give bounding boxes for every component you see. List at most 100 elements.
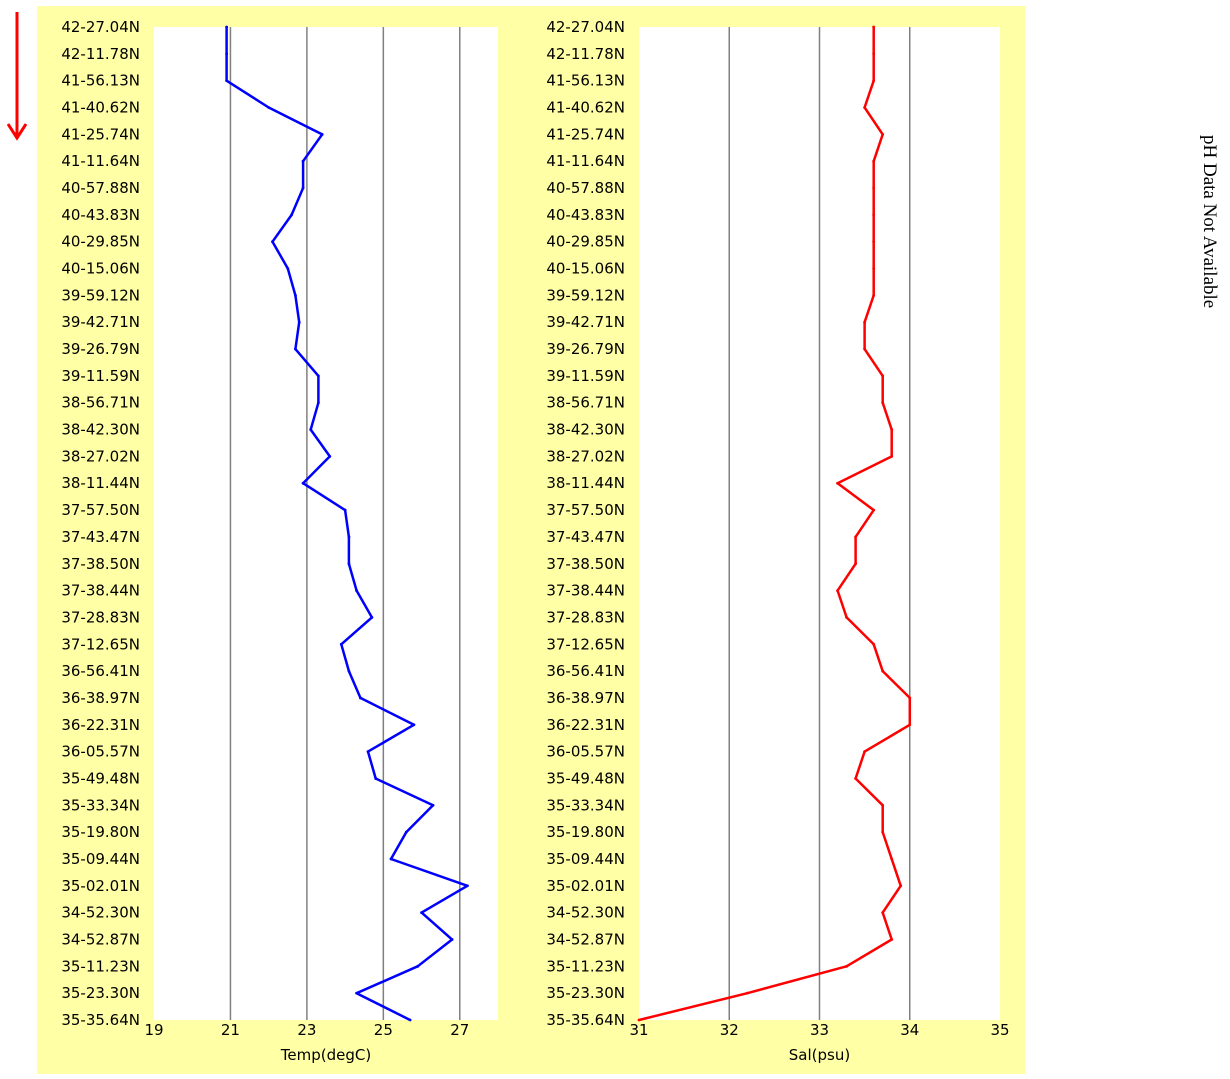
- y-tick-label: 35-49.48N: [546, 769, 625, 787]
- y-tick-label: 41-56.13N: [546, 72, 625, 90]
- y-tick-label: 37-28.83N: [546, 608, 625, 626]
- y-tick-label: 41-11.64N: [546, 152, 625, 170]
- y-tick-label: 41-40.62N: [61, 99, 140, 117]
- y-tick-label: 40-15.06N: [546, 260, 625, 278]
- data-point: [343, 508, 347, 512]
- y-tick-label: 35-09.44N: [61, 850, 140, 868]
- data-point: [316, 374, 320, 378]
- y-tick-label: 35-11.23N: [546, 957, 625, 975]
- y-tick-label: 35-33.34N: [61, 796, 140, 814]
- data-point: [301, 159, 305, 163]
- data-point: [881, 830, 885, 834]
- y-tick-label: 40-43.83N: [61, 206, 140, 224]
- y-tick-label: 36-38.97N: [546, 689, 625, 707]
- data-point: [845, 964, 848, 968]
- data-point: [309, 428, 313, 431]
- y-tick-label: 38-11.44N: [61, 474, 140, 492]
- data-point: [359, 696, 362, 700]
- data-point: [863, 320, 867, 324]
- y-tick-label: 37-12.65N: [61, 635, 140, 653]
- y-tick-label: 35-02.01N: [61, 877, 140, 895]
- data-point: [908, 696, 912, 700]
- y-tick-label: 35-02.01N: [546, 877, 625, 895]
- y-tick-label: 34-52.87N: [546, 930, 625, 948]
- data-point: [745, 991, 749, 995]
- data-point: [416, 964, 420, 968]
- y-tick-label: 41-56.13N: [61, 72, 140, 90]
- data-point: [370, 616, 374, 619]
- salinity-panel: 42-27.04N 42-11.78N 41-56.13N 41-40.62N 41-2…: [546, 18, 1009, 1064]
- data-point: [863, 750, 867, 754]
- y-tick-label: 37-43.47N: [546, 528, 625, 546]
- data-point: [881, 669, 885, 673]
- data-point: [290, 213, 293, 217]
- y-tick-label: 35-33.34N: [546, 796, 625, 814]
- data-point: [854, 535, 857, 539]
- y-tick-label: 37-57.50N: [61, 501, 140, 519]
- data-point: [466, 884, 469, 888]
- y-tick-label: 36-05.57N: [546, 743, 625, 761]
- data-point: [389, 857, 393, 861]
- data-point: [404, 830, 408, 834]
- y-tick-label: 37-43.47N: [61, 528, 140, 546]
- y-tick-label: 42-27.04N: [546, 18, 625, 36]
- data-point: [872, 267, 876, 270]
- y-tick-label: 39-42.71N: [546, 313, 625, 331]
- y-tick-label: 36-56.41N: [61, 662, 140, 680]
- data-point: [872, 52, 876, 56]
- y-tick-label: 34-52.30N: [546, 904, 625, 922]
- data-point: [347, 535, 351, 539]
- data-point: [836, 481, 839, 485]
- data-point: [301, 186, 305, 190]
- temperature-panel: 42-27.04N 42-11.78N 41-56.13N 41-40.62N 41-2…: [61, 18, 498, 1064]
- data-point: [286, 267, 290, 270]
- data-point: [872, 213, 876, 217]
- y-tick-label: 38-27.02N: [546, 447, 625, 465]
- x-tick-label: 27: [450, 1021, 469, 1039]
- y-tick-label: 35-23.30N: [61, 984, 140, 1002]
- y-tick-label: 36-22.31N: [546, 716, 625, 734]
- data-point: [412, 723, 416, 727]
- data-point: [890, 428, 894, 431]
- data-point: [408, 1018, 412, 1022]
- data-point: [890, 857, 894, 861]
- y-tick-label: 38-56.71N: [546, 394, 625, 412]
- data-point: [863, 106, 867, 109]
- data-point: [294, 293, 297, 297]
- y-tick-label: 38-11.44N: [546, 474, 625, 492]
- y-tick-label: 35-19.80N: [61, 823, 140, 841]
- data-point: [355, 991, 358, 995]
- y-tick-label: 36-22.31N: [61, 716, 140, 734]
- red-down-arrow-icon: [6, 12, 28, 141]
- plot-area: [154, 27, 498, 1020]
- x-tick-label: 34: [900, 1021, 919, 1039]
- data-point: [872, 642, 876, 646]
- y-tick-label: 37-12.65N: [546, 635, 625, 653]
- y-tick-label: 37-57.50N: [546, 501, 625, 519]
- y-tick-label: 35-35.64N: [61, 1011, 140, 1029]
- y-tick-label: 36-05.57N: [61, 743, 140, 761]
- y-tick-label: 39-26.79N: [546, 340, 625, 358]
- data-point: [881, 803, 885, 807]
- y-tick-label: 42-11.78N: [546, 45, 625, 63]
- data-point: [225, 52, 229, 56]
- data-point: [872, 186, 876, 190]
- x-tick-label: 35: [990, 1021, 1009, 1039]
- y-tick-label: 39-26.79N: [61, 340, 140, 358]
- data-point: [347, 669, 351, 673]
- x-tick-label: 19: [144, 1021, 163, 1039]
- data-point: [881, 374, 885, 378]
- data-point: [854, 777, 857, 780]
- data-point: [872, 159, 876, 163]
- data-point: [872, 25, 876, 29]
- y-tick-label: 41-25.74N: [61, 125, 140, 143]
- y-tick-label: 35-35.64N: [546, 1011, 625, 1029]
- data-point: [316, 401, 320, 405]
- y-tick-label: 35-09.44N: [546, 850, 625, 868]
- data-point: [872, 293, 876, 297]
- y-tick-label: 37-28.83N: [61, 608, 140, 626]
- data-point: [854, 562, 857, 566]
- y-tick-label: 38-56.71N: [61, 394, 140, 412]
- y-tick-label: 35-49.48N: [61, 769, 140, 787]
